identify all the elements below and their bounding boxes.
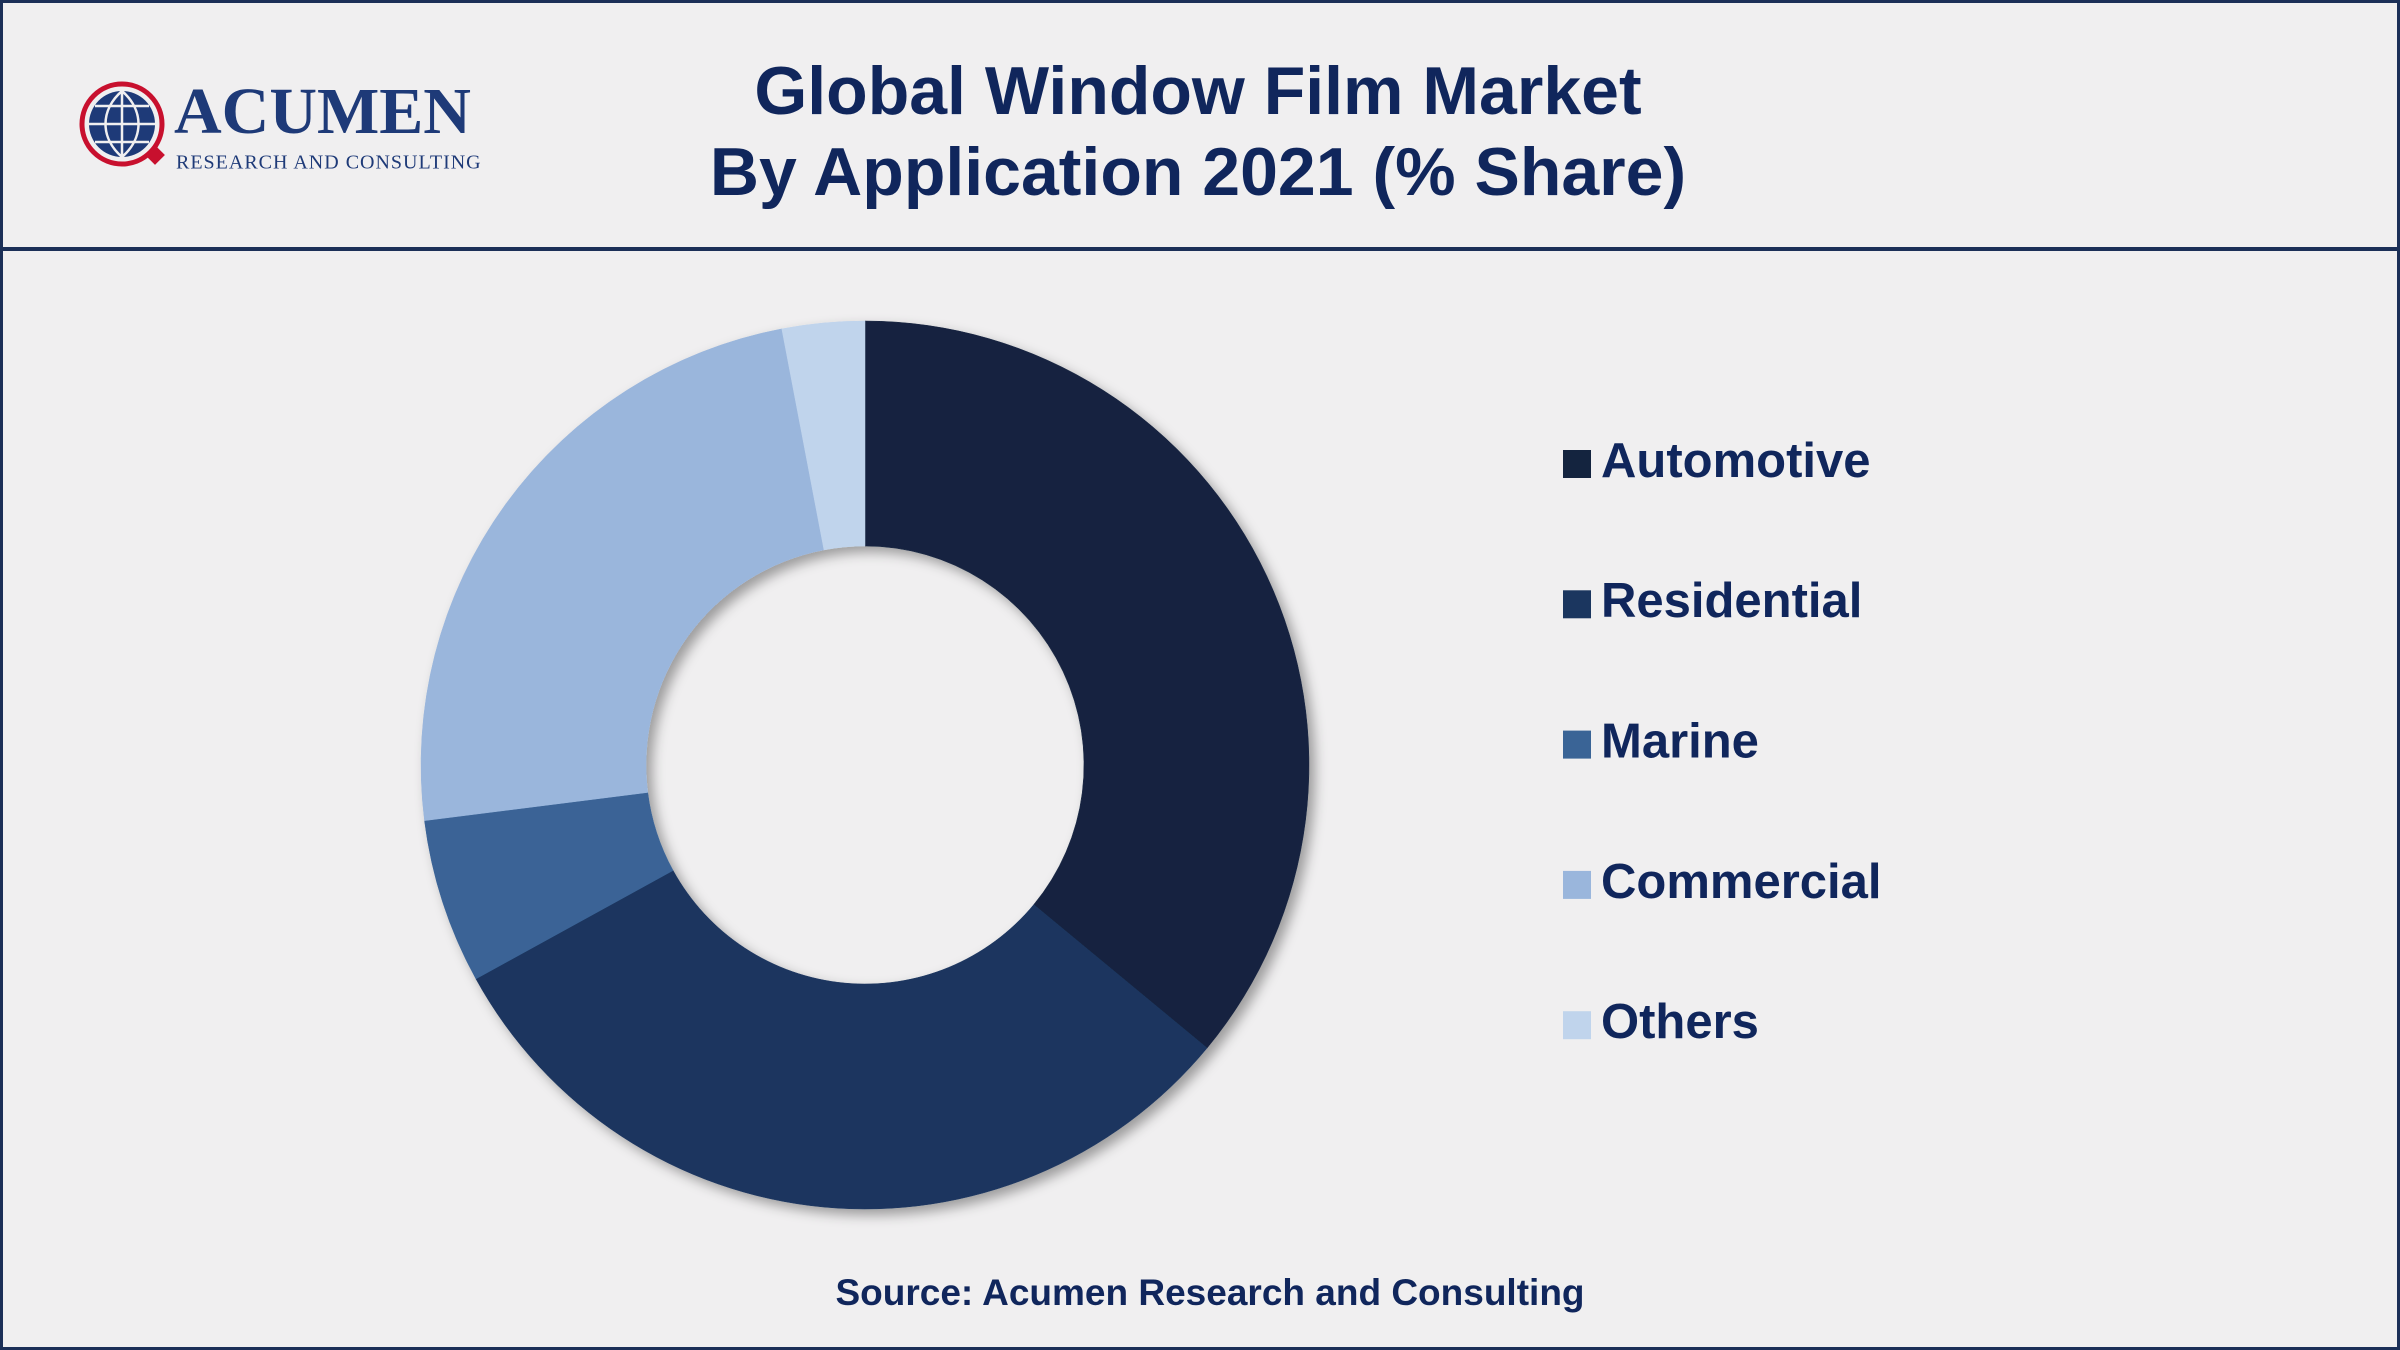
legend-label: Commercial (1601, 855, 1882, 909)
logo-grid (89, 90, 155, 158)
legend: Automotive Residential Marine Commercial Oth… (1563, 434, 1882, 1049)
logo-tagline: RESEARCH AND CONSULTING (176, 152, 482, 174)
donut-segment (475, 870, 1208, 1210)
chart-subtitle: By Application 2021 (% Share) (710, 134, 1686, 210)
logo-name: ACUMEN (174, 75, 471, 148)
legend-label: Others (1601, 995, 1759, 1049)
legend-swatch (1563, 870, 1591, 899)
donut-segment (420, 328, 825, 821)
chart-title: Global Window Film Market (754, 53, 1641, 129)
legend-label: Automotive (1601, 434, 1871, 488)
legend-label: Marine (1601, 715, 1759, 769)
legend-swatch (1563, 1011, 1591, 1040)
donut-segment (781, 320, 866, 551)
logo: ACUMEN RESEARCH AND CONSULTING (79, 75, 482, 174)
source: Source: Acumen Research and Consulting (835, 1272, 1584, 1313)
donut (420, 320, 1310, 1210)
legend-swatch (1563, 450, 1591, 478)
legend-swatch (1563, 730, 1591, 759)
logo-ring (79, 81, 165, 167)
legend-swatch (1563, 590, 1591, 619)
logo-diamond (145, 145, 165, 165)
legend-label: Residential (1601, 574, 1862, 628)
